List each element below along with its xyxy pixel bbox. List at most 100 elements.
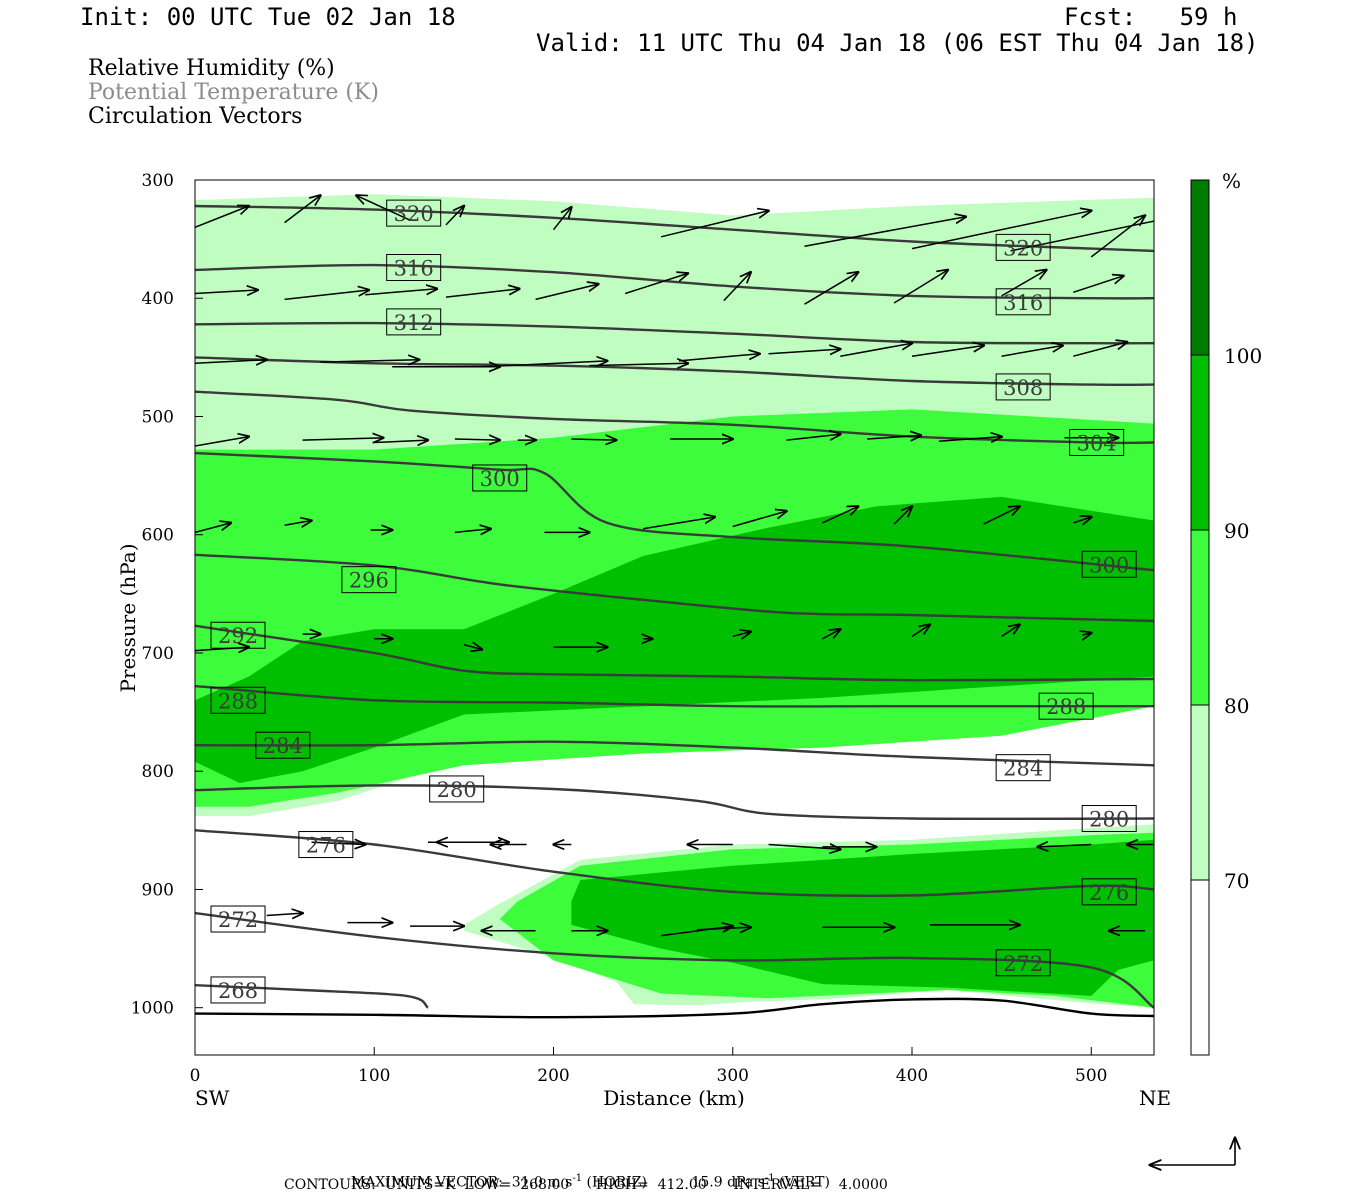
theta-label-text: 304 [1077, 432, 1117, 456]
theta-label-text: 284 [263, 734, 303, 758]
x-axis-title: Distance (km) [603, 1086, 745, 1110]
circulation-vector [804, 217, 966, 247]
circulation-vector [732, 511, 787, 528]
max-horiz-unit: (HORIZ) [586, 1174, 647, 1191]
circulation-vector [893, 506, 912, 525]
circulation-vector [911, 211, 1091, 250]
max-vector-line: MAXIMUM VECTOR: 31.0 m s-1 (HORIZ) 15.9 … [342, 1157, 830, 1191]
circulation-vector [284, 290, 369, 301]
x-tick-label: 500 [1075, 1066, 1107, 1086]
circulation-vector [1073, 276, 1123, 294]
circulation-vector [374, 440, 428, 442]
circulation-vector [678, 354, 760, 362]
y-tick-label: 800 [142, 762, 174, 782]
x-tick-label: 0 [190, 1066, 201, 1086]
y-tick-label: 600 [142, 526, 174, 546]
circulation-vector [696, 927, 751, 929]
circulation-vector [1090, 216, 1145, 258]
colorbar-unit: % [1222, 169, 1241, 193]
theta-contour-292 [195, 624, 1154, 682]
theta-label-288-0: 288 [210, 686, 266, 714]
theta-contour-268 [195, 984, 429, 1009]
legend-relative-humidity: Relative Humidity (%) [88, 56, 335, 81]
circulation-vector [195, 523, 231, 534]
theta-label-text: 272 [218, 908, 258, 932]
circulation-vector [481, 361, 608, 368]
axes: 300 400 500 600 700 800 900 1000 0 100 200 300 400 50… [131, 171, 1108, 1086]
theta-contour-288 [195, 684, 1154, 708]
theta-label-text: 288 [218, 689, 258, 713]
circulation-vector [983, 506, 1020, 525]
contours-info: CONTOURS: UNITS=K LOW= 268.00 HIGH= 412.… [284, 1177, 888, 1193]
circulation-vector [840, 343, 912, 357]
circulation-vector [356, 195, 411, 221]
x-end-label-right: NE [1139, 1086, 1171, 1110]
theta-label-276-1: 276 [1081, 878, 1137, 906]
x-tick-label: 300 [717, 1066, 749, 1086]
theta-label-284-1: 284 [995, 754, 1051, 782]
init-time: Init: 00 UTC Tue 02 Jan 18 [80, 3, 456, 31]
circulation-vector [284, 521, 312, 526]
circulation-vector [195, 206, 249, 228]
circulation-vector [195, 647, 249, 651]
circulation-vector [768, 845, 841, 850]
circulation-vector [311, 842, 366, 844]
forecast-hour: Fcst: 59 h [1064, 3, 1238, 31]
circulation-vector [893, 270, 948, 304]
theta-label-268-0: 268 [210, 976, 266, 1004]
theta-contour-312 [195, 321, 1154, 345]
theta-contour-300 [195, 451, 1154, 572]
colorbar-band-100 [1190, 179, 1210, 356]
circulation-vector [732, 632, 751, 637]
theta-label-text: 276 [1089, 881, 1129, 905]
theta-label-text: 316 [1003, 291, 1043, 315]
theta-contour-320 [195, 204, 1154, 253]
circulation-vector [1010, 220, 1154, 252]
circulation-vector [454, 439, 500, 440]
theta-label-text: 316 [394, 257, 434, 281]
rh-region-90-6 [571, 839, 1154, 996]
theta-label-text: 272 [1003, 952, 1043, 976]
theta-label-300-0: 300 [472, 464, 528, 492]
circulation-vector [1001, 270, 1047, 297]
colorbar: 70 80 90 100 [1190, 179, 1262, 1056]
circulation-vector [320, 360, 420, 362]
theta-label-284-0: 284 [255, 731, 311, 759]
circulation-vector [445, 206, 464, 226]
colorbar-band-80 [1190, 529, 1210, 706]
theta-label-288-1: 288 [1038, 692, 1094, 720]
theta-contour-276 [195, 829, 1154, 898]
circulation-vector [911, 625, 930, 638]
theta-label-text: 296 [349, 569, 389, 593]
theta-label-312-0: 312 [386, 308, 442, 336]
theta-contour-308 [195, 356, 1154, 387]
theta-label-text: 288 [1046, 695, 1086, 719]
theta-label-272-1: 272 [995, 949, 1051, 977]
theta-label-text: 268 [218, 979, 258, 1003]
theta-contour-316 [195, 263, 1154, 300]
theta-label-316-1: 316 [995, 288, 1051, 316]
y-tick-label: 300 [142, 171, 174, 191]
y-tick-label: 900 [142, 880, 174, 900]
theta-label-text: 280 [437, 778, 477, 802]
circulation-vector [365, 289, 437, 296]
circulation-vector [867, 435, 921, 439]
theta-contour-296 [195, 553, 1154, 623]
theta-label-text: 276 [306, 834, 346, 858]
y-tick-label: 400 [142, 289, 174, 309]
valid-time: Valid: 11 UTC Thu 04 Jan 18 (06 EST Thu … [536, 29, 1259, 57]
circulation-vector [768, 349, 841, 354]
x-tick-label: 100 [358, 1066, 390, 1086]
circulation-vector [786, 434, 841, 440]
y-tick-label: 1000 [131, 999, 174, 1019]
theta-contours [195, 204, 1154, 1019]
x-tick-label: 400 [896, 1066, 928, 1086]
legend-potential-temperature: Potential Temperature (K) [88, 80, 379, 105]
surface-line [195, 997, 1154, 1019]
circulation-vector [642, 517, 715, 530]
theta-label-text: 300 [1089, 553, 1129, 577]
x-end-label-left: SW [195, 1086, 230, 1110]
theta-label-text: 300 [480, 467, 520, 491]
